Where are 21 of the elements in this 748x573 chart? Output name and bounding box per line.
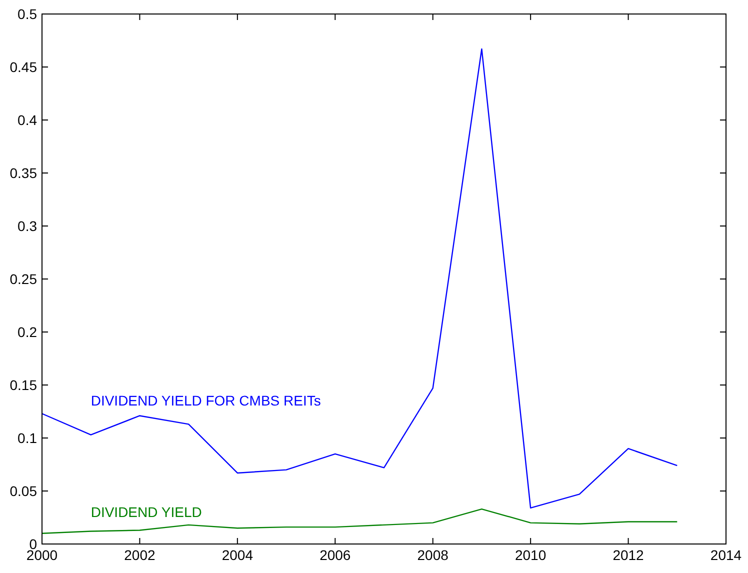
x-tick-label: 2010: [514, 547, 546, 563]
y-tick-label: 0.4: [18, 112, 38, 128]
y-tick-label: 0.35: [10, 164, 38, 181]
y-tick-label: 0.25: [10, 270, 38, 287]
y-tick-label: 0.45: [10, 58, 38, 75]
x-tick-label: 2006: [320, 547, 351, 563]
x-tick-label: 2008: [417, 547, 449, 563]
series-label: DIVIDEND YIELD FOR CMBS REITs: [90, 392, 321, 409]
series-label: DIVIDEND YIELD: [90, 504, 202, 520]
y-tick-label: 0.15: [10, 376, 38, 393]
y-tick-label: 0.05: [10, 482, 38, 499]
line-series: [41, 508, 678, 534]
y-tick-label: 0.5: [18, 6, 38, 22]
x-tick-label: 2014: [710, 547, 742, 563]
y-tick-label: 0.1: [18, 430, 38, 446]
x-tick-label: 2012: [612, 547, 644, 563]
y-tick-label: 0.3: [18, 218, 38, 234]
x-tick-label: 2004: [222, 547, 254, 563]
line-series: [41, 48, 678, 509]
y-tick-label: 0.2: [18, 324, 38, 340]
x-tick-label: 2002: [124, 547, 156, 563]
